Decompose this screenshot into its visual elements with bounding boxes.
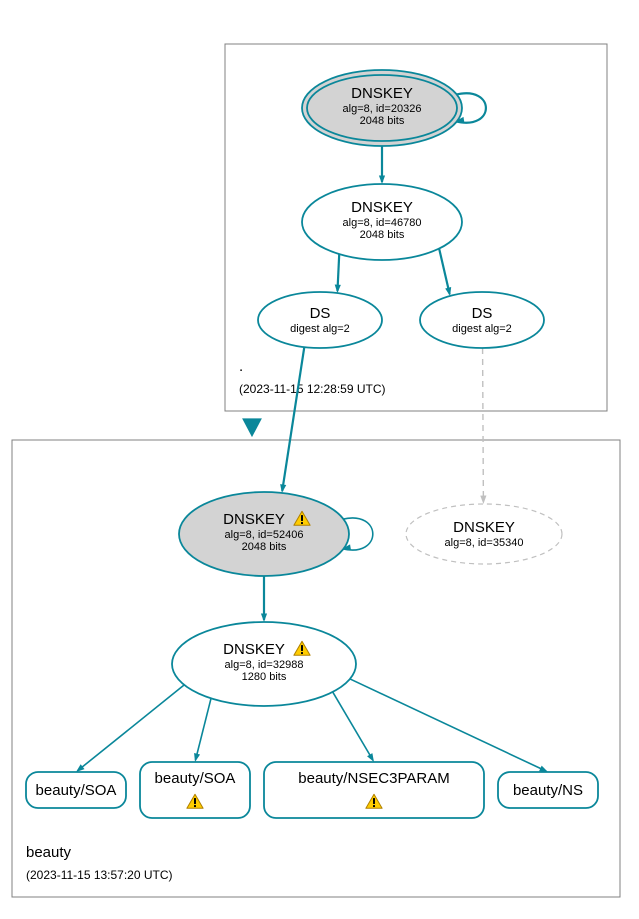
node-root_ksk: DNSKEYalg=8, id=203262048 bits: [302, 70, 462, 146]
svg-text:DNSKEY: DNSKEY: [351, 85, 413, 102]
svg-text:DNSKEY: DNSKEY: [453, 519, 515, 536]
svg-text:DS: DS: [472, 305, 493, 322]
svg-text:alg=8, id=20326: alg=8, id=20326: [343, 103, 422, 115]
zone-label-root: .: [239, 358, 243, 375]
svg-text:2048 bits: 2048 bits: [360, 115, 405, 127]
svg-text:alg=8, id=32988: alg=8, id=32988: [225, 659, 304, 671]
svg-text:alg=8, id=35340: alg=8, id=35340: [445, 537, 524, 549]
edge-4: [280, 347, 304, 493]
svg-text:digest alg=2: digest alg=2: [452, 323, 512, 335]
svg-text:digest alg=2: digest alg=2: [290, 323, 350, 335]
node-rr_soa: beauty/SOA: [26, 772, 126, 808]
zone-entry-arrow: [242, 418, 262, 437]
edge-7: [261, 576, 267, 622]
node-rr_ns: beauty/NS: [498, 772, 598, 808]
node-ds1: DSdigest alg=2: [258, 292, 382, 348]
edge-9: [194, 698, 211, 762]
svg-text:2048 bits: 2048 bits: [242, 541, 287, 553]
svg-text:DS: DS: [310, 305, 331, 322]
edge-8: [76, 685, 184, 772]
zone-label-beauty: beauty: [26, 844, 72, 861]
node-beauty_ksk: DNSKEYalg=8, id=524062048 bits: [179, 492, 349, 576]
svg-text:alg=8, id=52406: alg=8, id=52406: [225, 529, 304, 541]
node-beauty_zsk: DNSKEYalg=8, id=329881280 bits: [172, 622, 356, 706]
svg-text:2048 bits: 2048 bits: [360, 229, 405, 241]
svg-text:1280 bits: 1280 bits: [242, 671, 287, 683]
svg-text:beauty/SOA: beauty/SOA: [155, 770, 236, 787]
svg-text:DNSKEY: DNSKEY: [223, 641, 285, 658]
svg-text:DNSKEY: DNSKEY: [223, 511, 285, 528]
zone-timestamp-beauty: (2023-11-15 13:57:20 UTC): [26, 868, 173, 882]
svg-text:beauty/NSEC3PARAM: beauty/NSEC3PARAM: [298, 770, 449, 787]
zone-timestamp-root: (2023-11-15 12:28:59 UTC): [239, 382, 386, 396]
edge-3: [439, 249, 451, 296]
node-rr_nsec3: beauty/NSEC3PARAM: [264, 762, 484, 818]
edge-11: [350, 679, 548, 772]
node-rr_soa2: beauty/SOA: [140, 762, 250, 818]
edge-5: [480, 348, 486, 504]
node-root_zsk: DNSKEYalg=8, id=467802048 bits: [302, 184, 462, 260]
edge-10: [333, 692, 374, 762]
edge-2: [335, 254, 341, 293]
node-ds2: DSdigest alg=2: [420, 292, 544, 348]
svg-text:alg=8, id=46780: alg=8, id=46780: [343, 217, 422, 229]
edge-1: [379, 146, 385, 184]
svg-text:beauty/SOA: beauty/SOA: [36, 782, 117, 799]
svg-text:beauty/NS: beauty/NS: [513, 782, 583, 799]
svg-text:DNSKEY: DNSKEY: [351, 199, 413, 216]
node-beauty_dnskey_gray: DNSKEYalg=8, id=35340: [406, 504, 562, 564]
